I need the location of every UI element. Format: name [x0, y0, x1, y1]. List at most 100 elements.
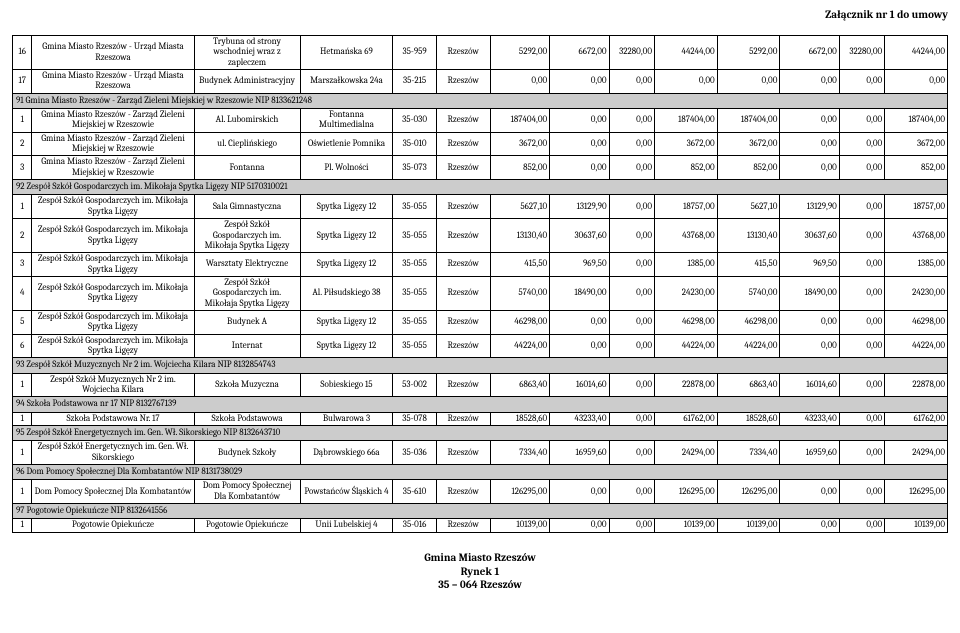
row-index: 2 — [13, 219, 32, 253]
section-header: 94 Szkoła Podstawowa nr 17 NIP 813276713… — [13, 397, 948, 412]
val-8: 3672,00 — [885, 132, 948, 156]
val-2: 6672,00 — [550, 36, 609, 70]
building-name: Szkoła Muzyczna — [194, 373, 300, 397]
entity-name: Zespół Szkół Energetycznych im. Gen. Wł.… — [32, 441, 194, 465]
address: Powstańców Śląskich 4 — [300, 480, 393, 504]
entity-name: Zespół Szkół Gospodarczych im. Mikołaja … — [32, 334, 194, 358]
val-5: 187404,00 — [717, 109, 780, 133]
building-name: Zespół Szkół Gospodarczych im. Mikołaja … — [194, 219, 300, 253]
city: Rzeszów — [436, 132, 490, 156]
val-1: 6863,40 — [490, 373, 549, 397]
val-2: 18490,00 — [550, 276, 609, 310]
val-7: 0,00 — [839, 156, 884, 180]
val-1: 46298,00 — [490, 310, 549, 334]
val-7: 0,00 — [839, 253, 884, 277]
entity-name: Zespół Szkół Gospodarczych im. Mikołaja … — [32, 195, 194, 219]
table-row: 3Zespół Szkół Gospodarczych im. Mikołaja… — [13, 253, 948, 277]
val-8: 852,00 — [885, 156, 948, 180]
val-1: 187404,00 — [490, 109, 549, 133]
city: Rzeszów — [436, 276, 490, 310]
postal-code: 35-215 — [393, 70, 436, 94]
entity-name: Gmina Miasto Rzeszów - Urząd Miasta Rzes… — [32, 70, 194, 94]
building-name: Warsztaty Elektryczne — [194, 253, 300, 277]
footer-line1: Gmina Miasto Rzeszów — [12, 551, 948, 565]
table-row: 92 Zespół Szkół Gospodarczych im. Mikoła… — [13, 180, 948, 195]
address: Marszałkowska 24a — [300, 70, 393, 94]
footer-line3: 35 – 064 Rzeszów — [12, 578, 948, 592]
table-row: 95 Zespół Szkół Energetycznych im. Gen. … — [13, 426, 948, 441]
row-index: 1 — [13, 109, 32, 133]
address: Hetmańska 69 — [300, 36, 393, 70]
val-6: 0,00 — [780, 156, 839, 180]
val-3: 0,00 — [609, 276, 654, 310]
val-3: 0,00 — [609, 70, 654, 94]
section-header: 96 Dom Pomocy Społecznej Dla Kombatantów… — [13, 465, 948, 480]
section-header: 92 Zespół Szkół Gospodarczych im. Mikoła… — [13, 180, 948, 195]
val-5: 10139,00 — [717, 519, 780, 532]
address: Spytka Ligęzy 12 — [300, 253, 393, 277]
val-2: 0,00 — [550, 132, 609, 156]
val-3: 0,00 — [609, 253, 654, 277]
val-4: 10139,00 — [654, 519, 717, 532]
val-1: 0,00 — [490, 70, 549, 94]
val-7: 0,00 — [839, 441, 884, 465]
row-index: 16 — [13, 36, 32, 70]
val-3: 0,00 — [609, 310, 654, 334]
entity-name: Zespół Szkół Gospodarczych im. Mikołaja … — [32, 253, 194, 277]
table-row: 4Zespół Szkół Gospodarczych im. Mikołaja… — [13, 276, 948, 310]
val-7: 0,00 — [839, 480, 884, 504]
val-8: 44244,00 — [885, 36, 948, 70]
val-8: 24230,00 — [885, 276, 948, 310]
val-3: 0,00 — [609, 156, 654, 180]
val-2: 30637,60 — [550, 219, 609, 253]
val-5: 5627,10 — [717, 195, 780, 219]
city: Rzeszów — [436, 441, 490, 465]
val-4: 3672,00 — [654, 132, 717, 156]
val-2: 0,00 — [550, 519, 609, 532]
table-row: 1Szkoła Podstawowa Nr. 17Szkoła Podstawo… — [13, 412, 948, 425]
table-row: 96 Dom Pomocy Społecznej Dla Kombatantów… — [13, 465, 948, 480]
val-7: 0,00 — [839, 412, 884, 425]
address: Oświetlenie Pomnika — [300, 132, 393, 156]
val-5: 46298,00 — [717, 310, 780, 334]
row-index: 3 — [13, 253, 32, 277]
val-3: 0,00 — [609, 109, 654, 133]
building-name: Internat — [194, 334, 300, 358]
val-1: 44224,00 — [490, 334, 549, 358]
val-3: 0,00 — [609, 132, 654, 156]
val-6: 18490,00 — [780, 276, 839, 310]
val-4: 18757,00 — [654, 195, 717, 219]
val-6: 0,00 — [780, 480, 839, 504]
val-5: 5292,00 — [717, 36, 780, 70]
val-8: 46298,00 — [885, 310, 948, 334]
val-2: 43233,40 — [550, 412, 609, 425]
postal-code: 35-010 — [393, 132, 436, 156]
val-8: 0,00 — [885, 70, 948, 94]
val-5: 7334,40 — [717, 441, 780, 465]
address: Spytka Ligęzy 12 — [300, 334, 393, 358]
val-3: 32280,00 — [609, 36, 654, 70]
val-7: 0,00 — [839, 70, 884, 94]
address: Pl. Wolności — [300, 156, 393, 180]
entity-name: Gmina Miasto Rzeszów - Zarząd Zieleni Mi… — [32, 156, 194, 180]
val-2: 969,50 — [550, 253, 609, 277]
address: Bulwarowa 3 — [300, 412, 393, 425]
building-name: Dom Pomocy Społecznej Dla Kombatantów — [194, 480, 300, 504]
val-2: 0,00 — [550, 480, 609, 504]
city: Rzeszów — [436, 373, 490, 397]
entity-name: Zespół Szkół Gospodarczych im. Mikołaja … — [32, 276, 194, 310]
entity-name: Dom Pomocy Społecznej Dla Kombatantów — [32, 480, 194, 504]
val-3: 0,00 — [609, 373, 654, 397]
val-1: 13130,40 — [490, 219, 549, 253]
val-1: 10139,00 — [490, 519, 549, 532]
val-4: 126295,00 — [654, 480, 717, 504]
building-name: Trybuna od strony wschodniej wraz z zapl… — [194, 36, 300, 70]
val-2: 0,00 — [550, 310, 609, 334]
section-header: 97 Pogotowie Opiekuńcze NIP 8132641556 — [13, 504, 948, 519]
val-7: 0,00 — [839, 334, 884, 358]
table-row: 6Zespół Szkół Gospodarczych im. Mikołaja… — [13, 334, 948, 358]
val-3: 0,00 — [609, 519, 654, 532]
building-name: Szkoła Podstawowa — [194, 412, 300, 425]
val-4: 0,00 — [654, 70, 717, 94]
val-4: 22878,00 — [654, 373, 717, 397]
